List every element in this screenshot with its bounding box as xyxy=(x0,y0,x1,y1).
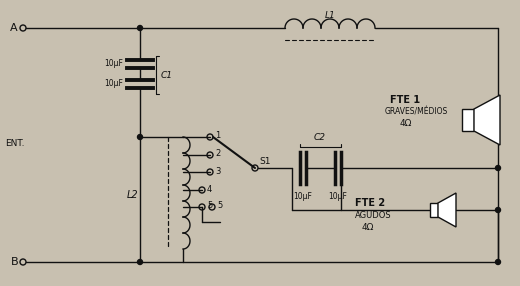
Circle shape xyxy=(496,208,500,212)
Text: S1: S1 xyxy=(259,158,270,166)
Text: 4Ω: 4Ω xyxy=(400,120,412,128)
Text: 3: 3 xyxy=(215,166,220,176)
Text: 10μF: 10μF xyxy=(329,192,347,201)
Text: L2: L2 xyxy=(127,190,139,200)
Polygon shape xyxy=(474,95,500,145)
Text: 10μF: 10μF xyxy=(104,59,123,67)
Circle shape xyxy=(496,166,500,170)
Text: 2: 2 xyxy=(215,150,220,158)
Text: 10μF: 10μF xyxy=(104,80,123,88)
Text: GRAVES/MÉDIOS: GRAVES/MÉDIOS xyxy=(385,108,448,116)
Text: B: B xyxy=(10,257,18,267)
Text: 5: 5 xyxy=(207,202,212,210)
Text: 1: 1 xyxy=(215,132,220,140)
Polygon shape xyxy=(438,193,456,227)
Bar xyxy=(462,109,474,131)
Text: 4: 4 xyxy=(207,184,212,194)
Text: C1: C1 xyxy=(161,71,173,80)
Circle shape xyxy=(137,259,142,265)
Text: ENT.: ENT. xyxy=(5,138,24,148)
Circle shape xyxy=(137,25,142,31)
Text: 4Ω: 4Ω xyxy=(362,223,374,231)
Text: A: A xyxy=(10,23,18,33)
Text: 10μF: 10μF xyxy=(294,192,313,201)
Text: L1: L1 xyxy=(324,11,335,19)
Text: C2: C2 xyxy=(314,133,326,142)
Text: FTE 2: FTE 2 xyxy=(355,198,385,208)
Text: FTE 1: FTE 1 xyxy=(390,95,420,105)
Text: 5: 5 xyxy=(217,202,222,210)
Bar xyxy=(430,203,438,217)
Text: AGUDOS: AGUDOS xyxy=(355,210,392,219)
Circle shape xyxy=(137,134,142,140)
Circle shape xyxy=(496,259,500,265)
